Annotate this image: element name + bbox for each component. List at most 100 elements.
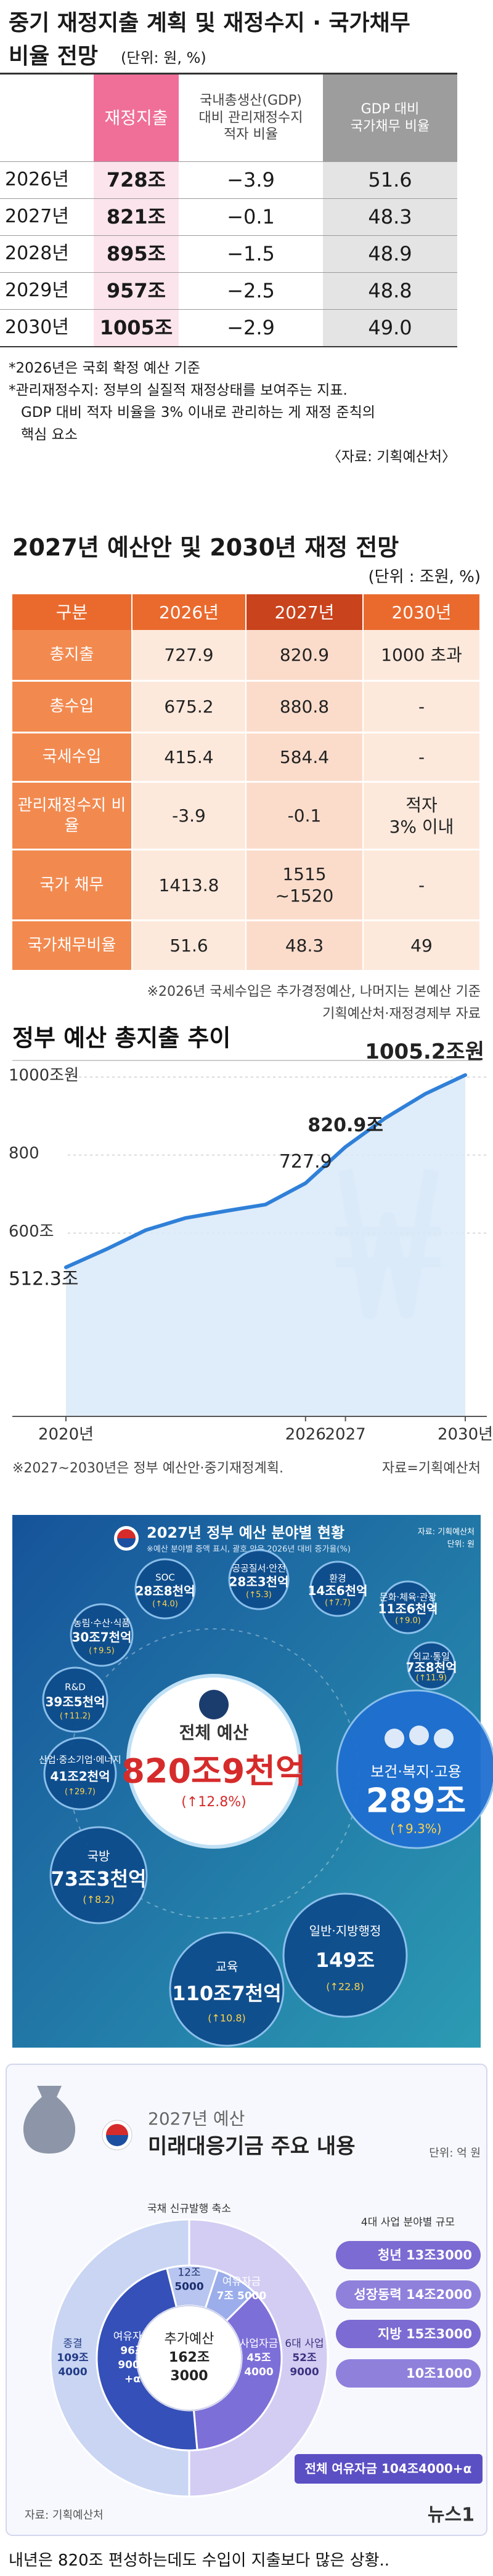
value-cell: 415.4: [132, 733, 246, 783]
title: 2027년 정부 예산 분야별 현황: [147, 1524, 344, 1541]
note: *2026년은 국회 확정 예산 기준: [9, 360, 200, 376]
emblem-blue: [106, 2135, 128, 2146]
unit: 단위: 원: [447, 1540, 475, 1549]
value-cell: 675.2: [132, 682, 246, 733]
value-label: 1005.2조원: [365, 1040, 484, 1064]
sector-change: (↑9.0): [395, 1616, 421, 1625]
chart-note: ※2027~2030년은 정부 예산안·중기재정계획.: [12, 1461, 283, 1476]
unit-label: (단위 : 조원, %): [368, 568, 481, 586]
segment-text: 9000: [118, 2359, 147, 2372]
sector-circle: [228, 1549, 290, 1610]
row-label-cell: 총지출: [12, 630, 132, 682]
sector-name: 교육: [216, 1960, 238, 1974]
segment-text: 여유자금: [113, 2331, 152, 2343]
value-cell: 880.8: [246, 682, 364, 733]
bar: [336, 2320, 481, 2348]
year-cell: 2026년: [5, 169, 69, 191]
sector-circle: [70, 1603, 134, 1667]
year-cell: 2027년: [5, 206, 69, 228]
header-cell: GDP 대비 국가채무 비율: [323, 75, 457, 161]
total-bar: [295, 2454, 483, 2484]
note: 핵심 요소: [21, 427, 78, 443]
emblem-blue: [117, 1538, 136, 1548]
sector-change: (↑9.3%): [390, 1822, 441, 1836]
sector-change: (↑5.3): [246, 1590, 272, 1599]
segment-text: +α: [124, 2373, 141, 2386]
area: [66, 1075, 465, 1416]
sector-amount: 41조2천억: [51, 1769, 110, 1783]
sector-circle: [336, 1689, 493, 1849]
sector-circle: [407, 1641, 456, 1690]
chart-source: 자료=기획예산처: [382, 1461, 481, 1476]
segment-text: 52조: [292, 2352, 317, 2364]
unit: 단위: 억 원: [429, 2147, 481, 2160]
value-cell: 49: [364, 921, 481, 972]
bar-label: 지방 15조3000: [378, 2327, 472, 2341]
emblem-red: [117, 1529, 136, 1538]
money-bag: [23, 2086, 76, 2154]
sector-circle: [169, 1931, 285, 2047]
row-rule: [0, 198, 457, 199]
segment-text: 3000: [170, 2368, 208, 2384]
segment-text: 6대 사업: [285, 2338, 324, 2350]
bottom-rule: [0, 346, 457, 347]
sector-change: (↑29.7): [65, 1788, 96, 1797]
sector-circle: [134, 1558, 196, 1620]
segment-text: 4000: [58, 2366, 87, 2378]
row-label-cell: 관리재정수지 비율: [12, 783, 132, 850]
header-cell: 구분: [12, 594, 132, 630]
top-rule: [0, 73, 457, 75]
x-tick-label: 2020년: [38, 1426, 94, 1444]
subtitle: ※예산 분야별 증액 표시, 괄호 안은 2026년 대비 증가율(%): [147, 1545, 351, 1554]
title: 미래대응기금 주요 내용: [148, 2134, 355, 2159]
value-cell: -: [364, 850, 481, 921]
total-label: 전체 여유자금 104조4000+α: [305, 2461, 472, 2476]
sector-amount: 30조7천억: [72, 1630, 132, 1645]
sector-icon: [385, 1729, 404, 1748]
value-cell: 821조: [106, 205, 166, 228]
bar: [336, 2359, 481, 2388]
sector-name: R&D: [65, 1682, 86, 1693]
sector-amount: 39조5천억: [46, 1695, 105, 1710]
y-tick-label: 600조: [9, 1222, 54, 1241]
value-cell: −2.5: [227, 279, 275, 302]
segment-text: 12조: [177, 2267, 200, 2279]
chart-title: 정부 예산 총지출 추이: [12, 1025, 230, 1052]
sector-amount: 14조6천억: [308, 1583, 368, 1598]
future-fund-section: 2027년 예산 미래대응기금 주요 내용 단위: 억 원 국채 신규발행 축소 추가예…: [0, 2061, 493, 2540]
segment-text: 45조: [246, 2352, 271, 2364]
sector-amount: 7조8천억: [405, 1660, 457, 1674]
sector-name: 보건·복지·고용: [370, 1763, 462, 1780]
sector-amount: 149조: [316, 1948, 375, 1972]
row-rule: [0, 272, 457, 273]
bar: [336, 2241, 481, 2269]
segment-text: 4000: [244, 2366, 273, 2378]
sector-amount: 289조: [366, 1782, 466, 1820]
sector-icon: [434, 1729, 454, 1748]
row-label-cell: 국가 채무: [12, 850, 132, 921]
sector-name: 산업·중소기업·에너지: [39, 1754, 121, 1765]
sector-circle: [309, 1561, 366, 1617]
value-label: 727.9: [279, 1151, 332, 1173]
note: 기획예산처·재정경제부 자료: [322, 1006, 481, 1022]
value-cell: 728조: [106, 168, 166, 192]
y-tick-label: 800: [9, 1144, 39, 1163]
value-cell: -: [364, 733, 481, 783]
value-cell: 48.3: [246, 921, 364, 972]
year-cell: 2030년: [5, 317, 69, 339]
header-cell: 국내총생산(GDP) 대비 관리재정수지 적자 비율: [181, 75, 320, 161]
segment-text: 96조: [120, 2345, 145, 2357]
sector-amount: 28조8천억: [136, 1583, 195, 1598]
sector-change: (↑22.8): [326, 1981, 364, 1993]
sector-circle: [43, 1737, 117, 1811]
sector-change: (↑11.2): [60, 1712, 91, 1721]
segment-text: 종결: [63, 2338, 82, 2350]
value-cell: 820.9: [246, 630, 364, 682]
sector-name: 일반·지방행정: [309, 1924, 381, 1939]
sector-icon: [409, 1726, 429, 1745]
segment-text: 162조: [169, 2350, 210, 2365]
value-cell: -: [364, 682, 481, 733]
title-line: 비율 전망: [9, 44, 99, 69]
